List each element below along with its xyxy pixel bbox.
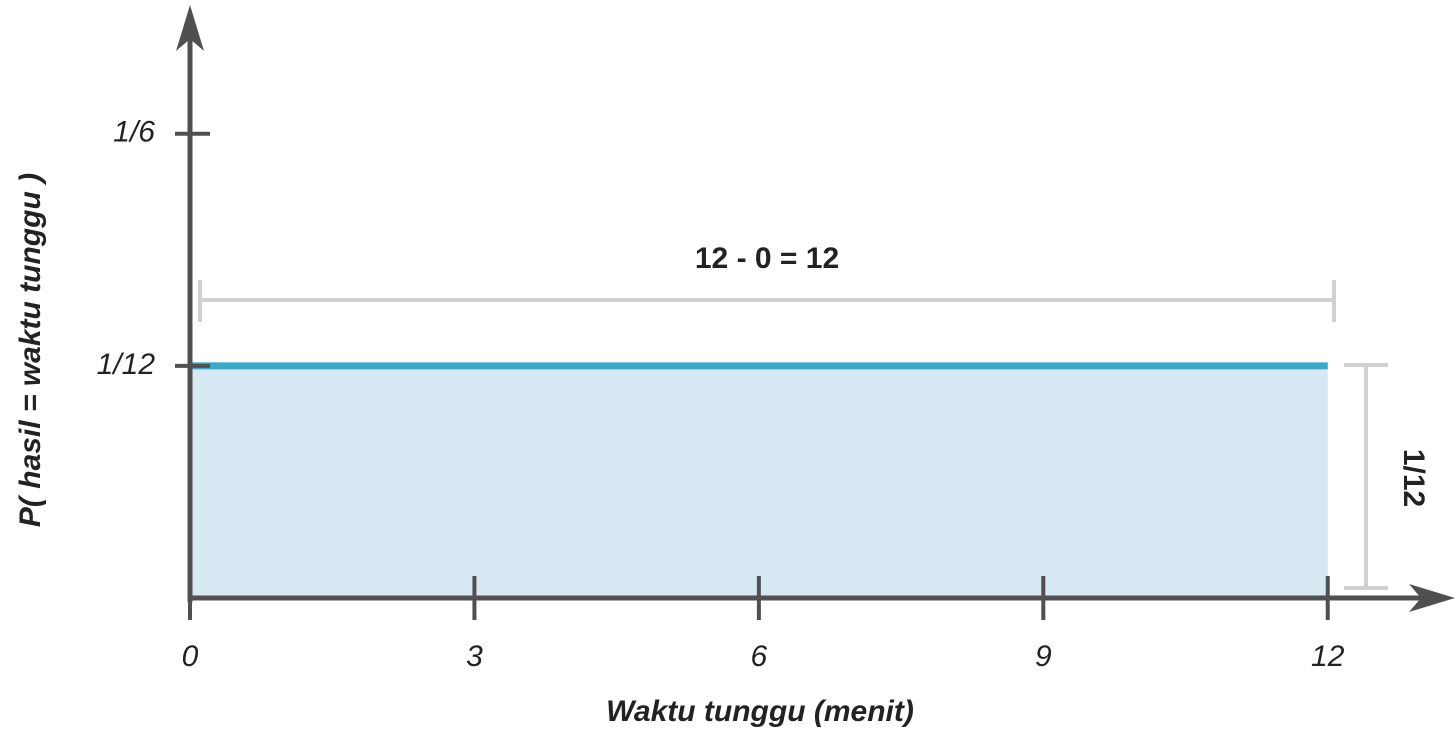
width-bracket — [198, 280, 1336, 322]
x-tick-label: 6 — [751, 640, 768, 673]
x-axis-title: Waktu tunggu (menit) — [606, 695, 914, 728]
x-tick-label: 3 — [466, 640, 483, 673]
x-tick-label: 9 — [1035, 640, 1052, 673]
area — [190, 365, 1328, 598]
x-tick-label: 12 — [1311, 640, 1345, 673]
x-tick-label: 0 — [182, 640, 199, 673]
y-axis-arrow — [176, 5, 204, 51]
width-annotation: 12 - 0 = 12 — [695, 242, 839, 275]
y-tick-label: 1/12 — [97, 348, 156, 381]
x-axis-arrow — [1409, 584, 1455, 612]
y-tick-label: 1/6 — [113, 116, 155, 149]
y-axis-title: P( hasil = waktu tunggu ) — [14, 173, 47, 527]
height-annotation: 1/12 — [1397, 449, 1430, 507]
height-bracket — [1344, 363, 1388, 590]
